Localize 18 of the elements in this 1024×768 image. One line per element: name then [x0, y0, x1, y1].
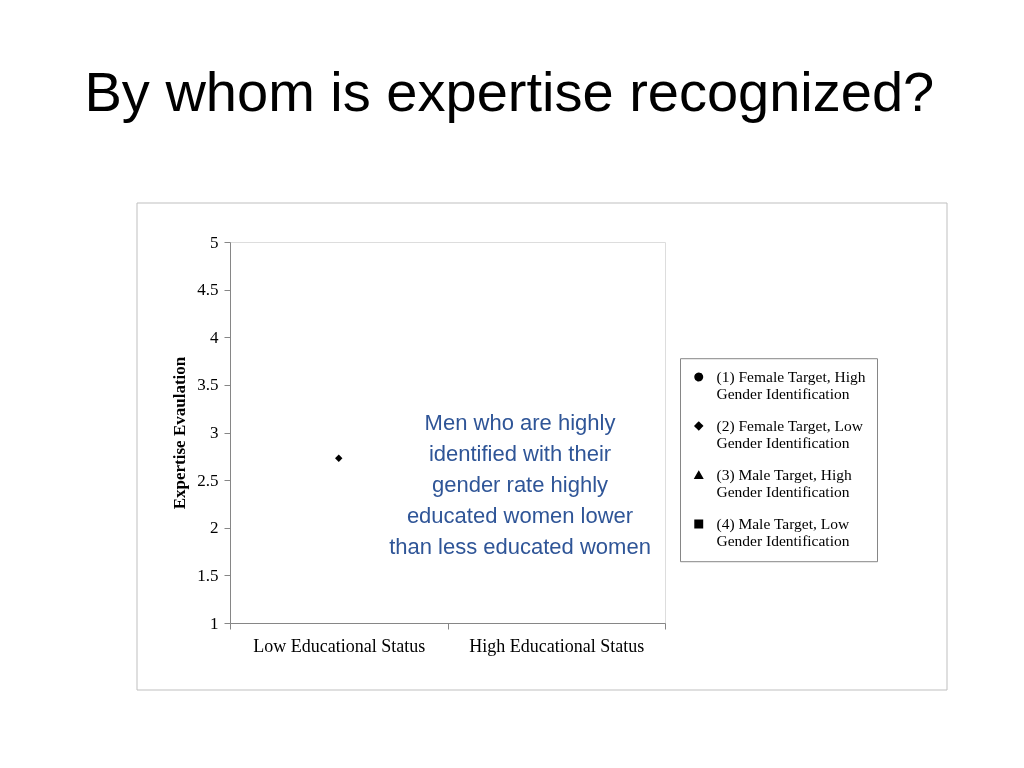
chart-title: By whom is expertise recognized? [84, 59, 935, 123]
y-tick-label: 4.5 [197, 280, 219, 300]
legend-label: (1) Female Target, High Gender Identification [716, 367, 866, 403]
legend-label: (2) Female Target, Low Gender Identification [716, 416, 864, 452]
y-tick-label: 1.5 [197, 565, 219, 585]
y-tick-label: 4 [210, 327, 219, 347]
x-tick-label: High Educational Status [469, 635, 645, 656]
y-tick-label: 3.5 [197, 375, 219, 395]
legend-label: (3) Male Target, High Gender Identification [716, 465, 852, 501]
x-tick-label: Low Educational Status [253, 635, 426, 656]
y-tick-label: 1 [210, 613, 219, 633]
legend-label: (4) Male Target, Low Gender Identification [716, 514, 850, 550]
y-tick-label: 5 [210, 232, 219, 252]
y-axis-title: Expertise Evaulation [170, 356, 190, 510]
annotation: Men who are highly identified with their gender rate highly educated women lower than less educated women [389, 410, 651, 559]
y-tick-label: 2.5 [197, 470, 219, 490]
y-tick-label: 2 [210, 518, 219, 538]
y-tick-label: 3 [210, 423, 219, 442]
